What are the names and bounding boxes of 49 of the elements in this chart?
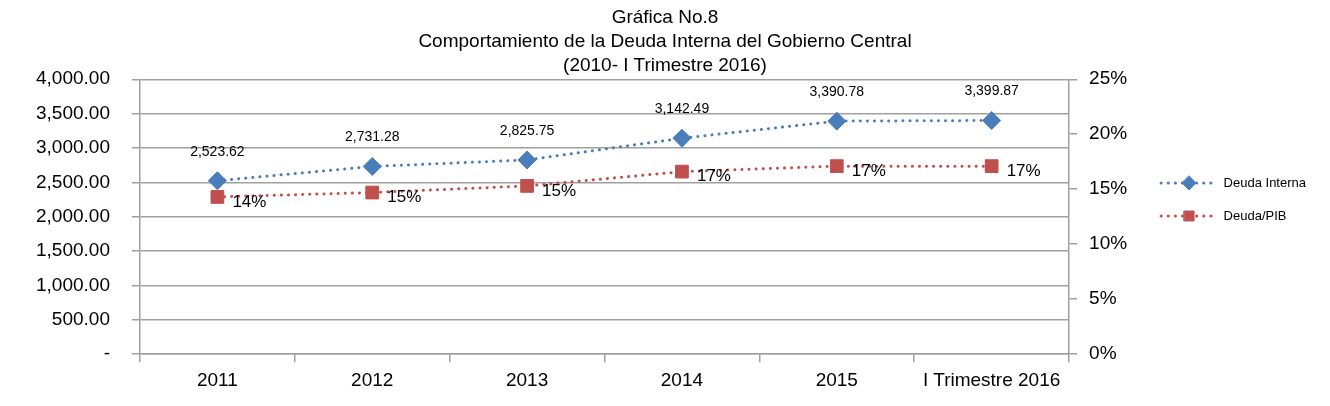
y-tick-label: -	[103, 342, 110, 364]
y-tick-label: 3,000.00	[35, 136, 110, 158]
chart-title: Gráfica No.8	[611, 6, 719, 28]
y2-tick-label: 15%	[1089, 177, 1128, 199]
y2-tick-label: 25%	[1089, 67, 1128, 89]
y2-tick-label: 10%	[1089, 232, 1128, 254]
point	[982, 111, 1002, 130]
x-tick-label: 2014	[660, 368, 704, 390]
x-tick-label: 2015	[815, 368, 858, 390]
y-tick-label: 1,000.00	[35, 273, 110, 295]
data-label: 17%	[1006, 160, 1041, 180]
y-tick-label: 4,000.00	[35, 67, 110, 89]
data-label: 3,399.87	[964, 82, 1020, 99]
point	[827, 111, 847, 131]
x-tick-label: 2011	[196, 368, 238, 390]
y2-tick-label: 0%	[1089, 342, 1117, 364]
point	[365, 185, 380, 200]
y-tick-label: 500.00	[51, 308, 110, 330]
data-label: 2,523.62	[190, 142, 245, 159]
legend-label: Deuda Interna	[1223, 174, 1307, 190]
y2-tick-label: 5%	[1089, 287, 1117, 309]
point	[517, 150, 537, 170]
y-tick-label: 3,500.00	[35, 101, 110, 123]
point	[984, 159, 999, 173]
point	[672, 128, 692, 148]
chart-subtitle: Comportamiento de la Deuda Interna del Gobierno Central (2010- I Trimestre 2016)	[418, 29, 912, 75]
x-tick-label: 2013	[505, 368, 549, 390]
y-tick-label: 2,500.00	[35, 170, 110, 192]
data-label: 3,390.78	[809, 82, 865, 99]
point	[520, 179, 534, 193]
y2-tick-label: 20%	[1089, 122, 1128, 144]
legend-label: Deuda/PIB	[1223, 207, 1287, 223]
point	[675, 164, 689, 179]
y-tick-label: 1,500.00	[35, 239, 110, 261]
x-tick-label: I Trimestre 2016	[923, 368, 1061, 390]
point	[362, 156, 382, 176]
data-label: 15%	[387, 187, 422, 207]
data-label: 3,142.49	[654, 100, 710, 117]
point	[829, 159, 844, 173]
y-tick-label: 2,000.00	[35, 204, 110, 226]
point	[207, 171, 227, 191]
data-label: 2,731.28	[344, 128, 400, 145]
data-label: 17%	[851, 160, 886, 180]
x-tick-label: 2012	[351, 368, 394, 390]
data-label: 2,825.75	[499, 121, 555, 138]
data-label: 15%	[542, 180, 577, 200]
point	[210, 190, 225, 204]
data-label: 17%	[696, 166, 731, 186]
data-label: 14%	[232, 191, 267, 211]
